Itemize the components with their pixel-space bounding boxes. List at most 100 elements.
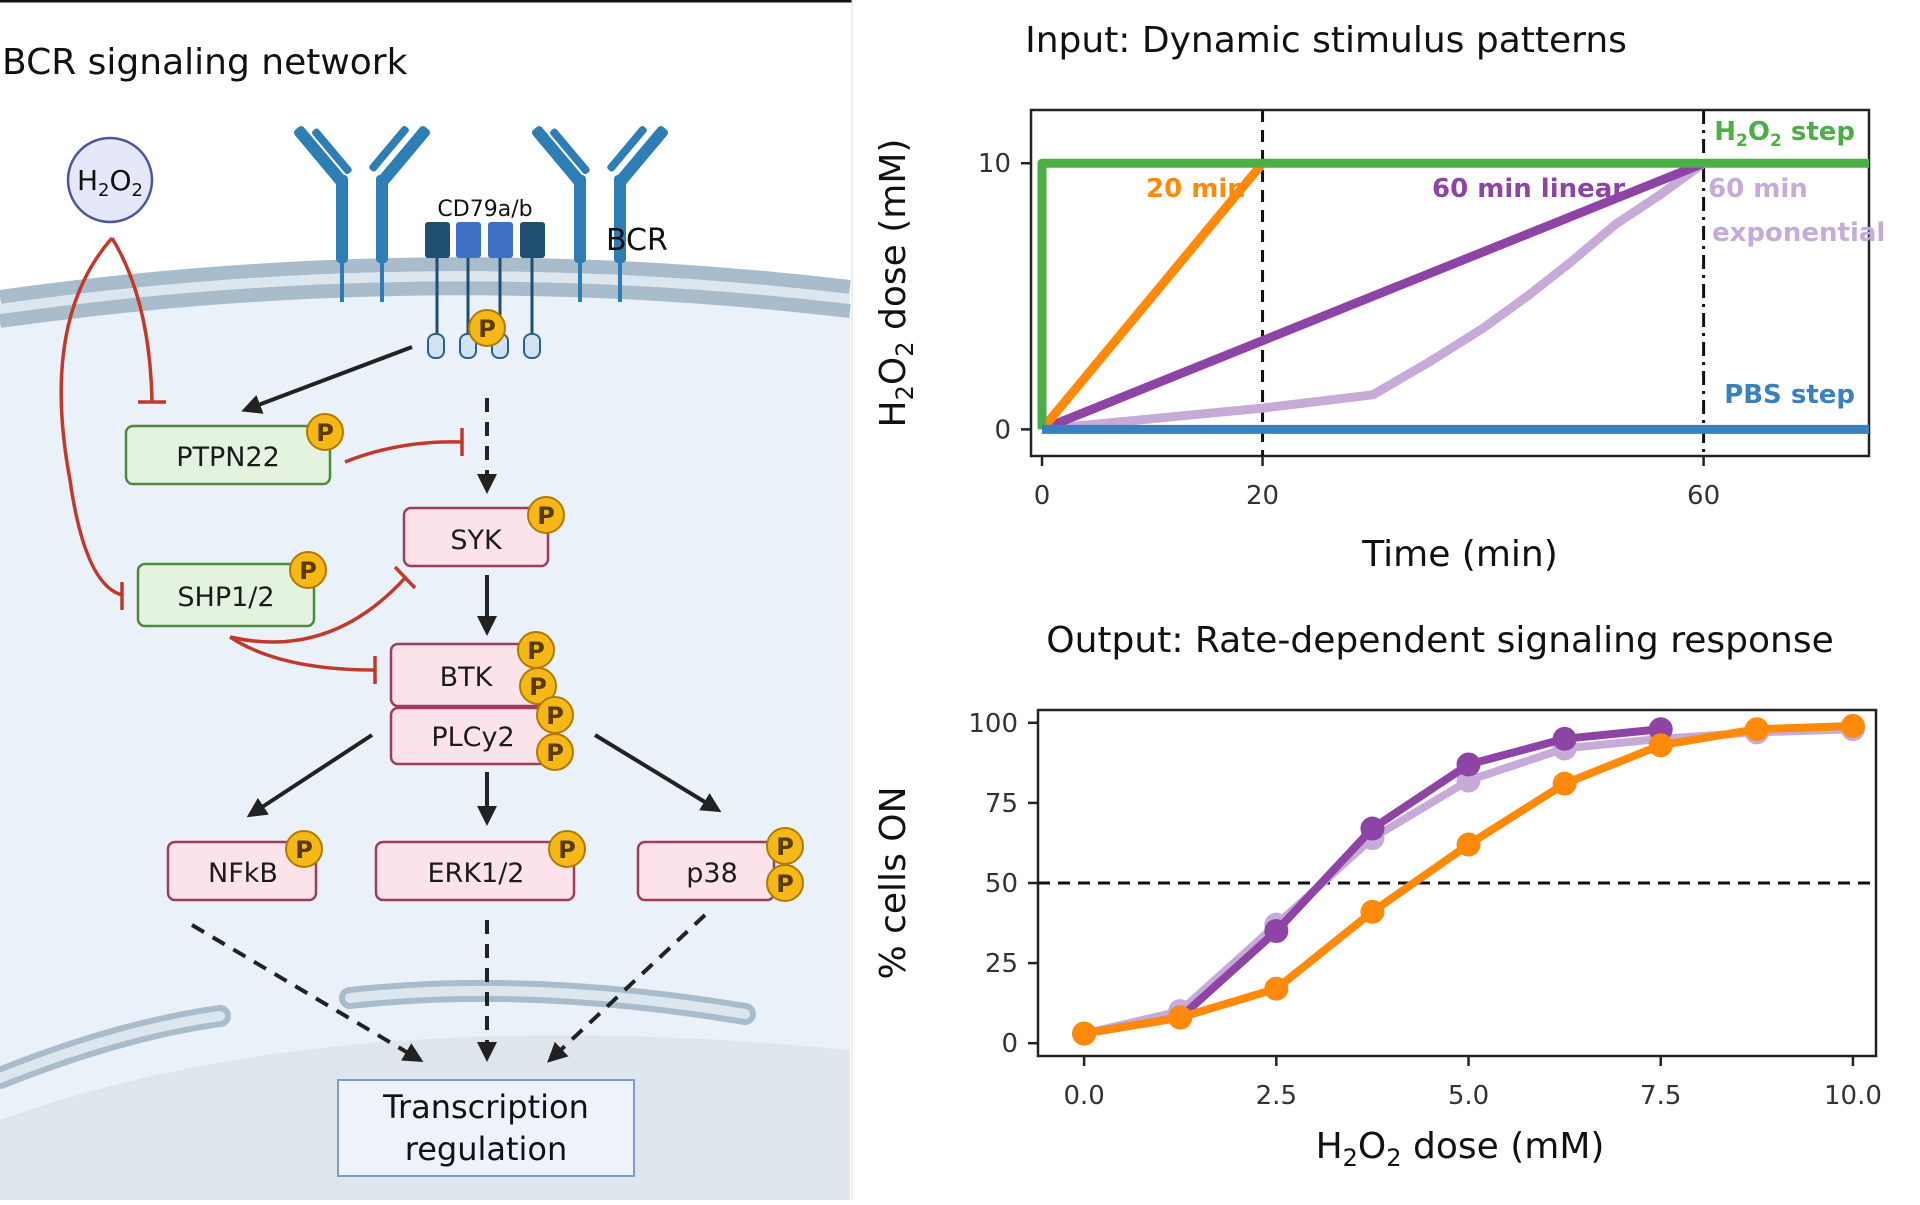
data-point [1648,733,1673,758]
svg-text:regulation: regulation [405,1130,568,1168]
phospho-badge-erk12: P [548,830,586,868]
phospho-label: P [776,870,794,898]
phospho-badge-ptpn22: P [306,413,344,451]
x-tick-label: 60 [1687,481,1720,511]
data-point [1552,726,1577,751]
phospho-badge-bcr: P [468,309,506,347]
nuclear-envelope [0,979,756,1089]
svg-text:SYK: SYK [450,525,503,556]
h2o2-node: H2O2 [66,136,154,224]
y-tick-label: 25 [985,949,1018,979]
series-line-60-min-exponential [1041,159,1707,434]
phospho-badge-plcy2-2: P [536,733,574,771]
y-tick-label: 50 [985,869,1018,899]
svg-text:SHP1/2: SHP1/2 [177,582,274,613]
btk-node: BTK [389,642,543,708]
phospho-label: P [546,702,564,730]
x-tick-label: 0.0 [1063,1081,1104,1111]
phospho-label: P [537,502,555,530]
output-series [1038,714,1876,1046]
phospho-label: P [295,836,313,864]
input-series [1037,110,1869,456]
output-axis-ticks: 0.0 2.5 5.0 7.5 10.0 0 25 50 75 100 [968,709,1882,1111]
y-tick-label: 75 [985,789,1018,819]
phospho-badge-btk-2: P [519,667,557,705]
pbs-step-label: PBS step [1724,380,1855,410]
x-tick-label: 20 [1246,481,1279,511]
phospho-badge-p38-1: P [766,827,804,865]
x-tick-label: 7.5 [1640,1081,1681,1111]
series-20-min [1072,714,1865,1046]
phospho-badge-nfkb: P [285,830,323,868]
y-tick-label: 0 [1001,1029,1018,1059]
transcription-node: Transcription regulation [337,1079,635,1177]
series-60-min-linear [1072,717,1673,1046]
output-chart-title: Output: Rate-dependent signaling respons… [1046,620,1833,661]
phospho-label: P [316,419,334,447]
series-line-h2o2-step [1037,158,1869,430]
h2o2-step-label: H2O2 step [1714,117,1855,151]
svg-text:H2O2: H2O2 [77,164,143,201]
data-point [1552,771,1577,796]
input-chart: Input: Dynamic stimulus patterns 0 20 60 0 1… [873,20,1885,575]
data-point [1360,816,1385,841]
plcy2-node: PLCy2 [389,706,557,766]
phospho-label: P [527,637,545,665]
data-point [1840,714,1865,739]
input-x-axis-label: Time (min) [1361,534,1558,575]
phospho-label: P [546,739,564,767]
phospho-badge-btk-1: P [517,631,555,669]
data-point [1456,832,1481,857]
svg-text:p38: p38 [686,858,738,889]
protein-nodes: PTPN22 SYK SHP1/2 BTK PLCy2 NFkB [124,424,776,1177]
output-chart: Output: Rate-dependent signaling respons… [873,620,1882,1172]
svg-text:ERK1/2: ERK1/2 [428,858,525,889]
cd79-label: CD79a/b [437,197,532,222]
phospho-label: P [478,315,496,343]
phospho-label: P [529,673,547,701]
phospho-label: P [776,833,794,861]
phospho-label: P [299,557,317,585]
bcr-label: BCR [606,223,668,258]
svg-text:PTPN22: PTPN22 [176,442,280,473]
nfkb-node: NFkB [166,840,318,902]
linear60-label: 60 min linear [1432,174,1625,204]
output-x-axis-label: H2O2 dose (mM) [1316,1126,1605,1172]
p38-node: p38 [636,840,776,902]
data-point [1264,976,1289,1001]
phospho-badge-syk: P [527,496,565,534]
svg-text:NFkB: NFkB [208,858,278,889]
min20-label: 20 min [1146,174,1246,204]
data-point [1456,752,1481,777]
y-tick-label: 10 [978,149,1011,179]
bcr-receptor-2 [532,125,668,302]
phospho-badge-p38-2: P [766,864,804,902]
input-y-axis-label: H2O2 dose (mM) [873,139,919,428]
data-point [1264,919,1289,944]
series-line-20-min [1038,160,1267,433]
data-point [1072,1021,1097,1046]
plasma-membrane-inner [0,281,851,328]
svg-text:PLCy2: PLCy2 [431,722,514,753]
phospho-badge-shp12: P [289,551,327,589]
input-plot-frame [1029,108,1871,458]
output-y-axis-label: % cells ON [873,786,914,979]
x-tick-label: 2.5 [1256,1081,1297,1111]
plasma-membrane-outer [0,257,851,304]
bcr-receptor-complex [294,125,668,302]
series-line-60-min-linear [1040,159,1706,434]
network-title: BCR signaling network [2,42,408,83]
series-line-60-min-linear [1083,725,1662,1038]
inhibitory-arrows [59,236,464,684]
exp60-label-line2: exponential [1712,218,1885,248]
y-tick-label: 0 [994,415,1011,445]
svg-text:BTK: BTK [440,662,494,693]
activating-arrows [190,345,722,1063]
erk12-node: ERK1/2 [374,840,576,902]
input-axis-ticks: 0 20 60 0 10 [978,149,1720,511]
input-chart-title: Input: Dynamic stimulus patterns [1025,20,1627,61]
x-tick-label: 0 [1034,481,1051,511]
